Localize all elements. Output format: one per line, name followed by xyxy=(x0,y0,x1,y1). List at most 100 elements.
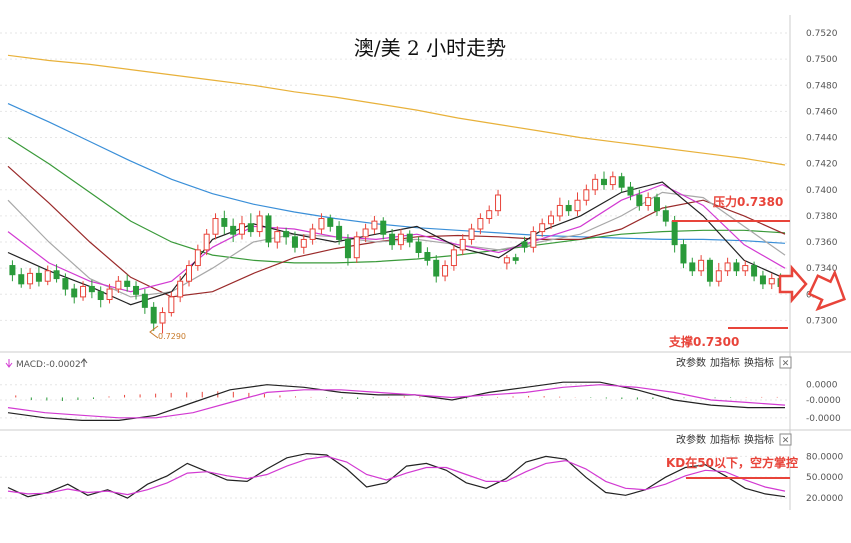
candle xyxy=(424,247,431,266)
candle-body xyxy=(97,291,104,301)
macd-dea-line xyxy=(7,384,786,419)
candle-body xyxy=(27,272,34,285)
candle xyxy=(583,184,590,206)
macd-label: MACD:-0.0002 xyxy=(16,360,81,370)
macd-dif-line xyxy=(7,381,785,421)
macd-change-params-button[interactable]: 改参数 xyxy=(676,356,706,369)
candle xyxy=(600,171,607,190)
candle xyxy=(327,214,334,232)
candle-body xyxy=(680,244,687,264)
candle xyxy=(212,213,219,240)
low-marker-icon xyxy=(149,325,159,339)
kd-d-line xyxy=(7,455,786,496)
candle xyxy=(495,189,502,216)
candle xyxy=(35,266,42,287)
candle-body xyxy=(309,228,316,240)
candle-body xyxy=(230,225,237,235)
grid-layer: 0.7520 0.7500 0.7480 0.7460 0.7440 0.7420 0.74… xyxy=(0,29,838,326)
candle xyxy=(141,289,148,314)
candle-body xyxy=(18,274,25,285)
kd-add-indicator-button[interactable]: 加指标 xyxy=(710,433,740,446)
candle-body xyxy=(159,312,166,324)
kd-tick-label: 20.0000 xyxy=(806,494,843,504)
candle xyxy=(230,218,237,243)
chart-title: 澳/美 2 小时走势 xyxy=(354,36,506,60)
candle-body xyxy=(291,236,298,248)
candle xyxy=(106,283,113,304)
moving-average-line-2 xyxy=(7,137,786,264)
candle xyxy=(97,286,104,308)
candle-body xyxy=(406,233,413,243)
close-icon[interactable]: ✕ xyxy=(779,356,792,369)
candle-body xyxy=(318,218,325,230)
close-icon[interactable]: ✕ xyxy=(779,433,792,446)
macd-tick-label: -0.0000 xyxy=(806,414,841,424)
candle xyxy=(53,264,60,283)
candle xyxy=(698,255,705,276)
candle-body xyxy=(380,220,387,235)
candle-body xyxy=(530,231,537,248)
candlesticks xyxy=(9,171,784,334)
candle xyxy=(62,273,69,296)
candle-body xyxy=(265,215,272,243)
candle-body xyxy=(653,197,660,212)
candle-body xyxy=(371,220,378,230)
candle-body xyxy=(768,278,775,285)
moving-average-line-0 xyxy=(7,54,786,166)
candle xyxy=(742,260,749,276)
candle xyxy=(636,189,643,211)
candle xyxy=(627,181,634,201)
kd-switch-indicator-button[interactable]: 换指标 xyxy=(744,433,774,446)
kd-change-params-button[interactable]: 改参数 xyxy=(676,433,706,446)
macd-tick-label: 0.0000 xyxy=(806,381,838,391)
candle-body xyxy=(35,272,42,282)
arrow-up-icon xyxy=(80,358,88,367)
candle-body xyxy=(150,306,157,324)
candle xyxy=(733,259,740,276)
candle xyxy=(521,236,528,253)
price-tick-label: 0.7480 xyxy=(806,81,838,91)
candle-body xyxy=(733,262,740,272)
candle xyxy=(574,192,581,216)
candle xyxy=(512,253,519,265)
candle xyxy=(44,265,51,286)
candle xyxy=(283,227,290,245)
candle xyxy=(124,274,131,292)
candle-body xyxy=(477,218,484,230)
candle xyxy=(291,231,298,253)
candle xyxy=(406,230,413,248)
candle-body xyxy=(662,210,669,222)
candle-body xyxy=(724,262,731,272)
resistance-label: 压力0.7380 xyxy=(713,194,783,209)
moving-average-line-3 xyxy=(7,165,786,298)
candle-body xyxy=(194,249,201,267)
candle xyxy=(353,231,360,263)
candle xyxy=(486,205,493,224)
macd-switch-indicator-button[interactable]: 换指标 xyxy=(744,356,774,369)
candle xyxy=(548,210,555,229)
price-tick-label: 0.7420 xyxy=(806,160,838,170)
kd-panel: 80.0000 50.0000 20.0000 xyxy=(0,452,843,504)
candle xyxy=(397,228,404,250)
candle-body xyxy=(71,288,78,298)
candle xyxy=(221,210,228,235)
candle-body xyxy=(389,233,396,246)
candle xyxy=(503,255,510,270)
candle-body xyxy=(336,225,343,240)
candle xyxy=(689,257,696,276)
candle xyxy=(159,307,166,334)
candle xyxy=(459,234,466,256)
macd-add-indicator-button[interactable]: 加指标 xyxy=(710,356,740,369)
candle-body xyxy=(450,249,457,267)
candle-body xyxy=(574,199,581,212)
moving-average-line-4 xyxy=(7,191,786,298)
candle-body xyxy=(751,265,758,277)
candle-body xyxy=(706,259,713,282)
candle xyxy=(477,213,484,235)
arrow-right-icon xyxy=(778,264,808,304)
price-tick-label: 0.7360 xyxy=(806,238,838,248)
candle xyxy=(433,255,440,283)
candle-body xyxy=(618,176,625,188)
candle-body xyxy=(503,257,510,264)
